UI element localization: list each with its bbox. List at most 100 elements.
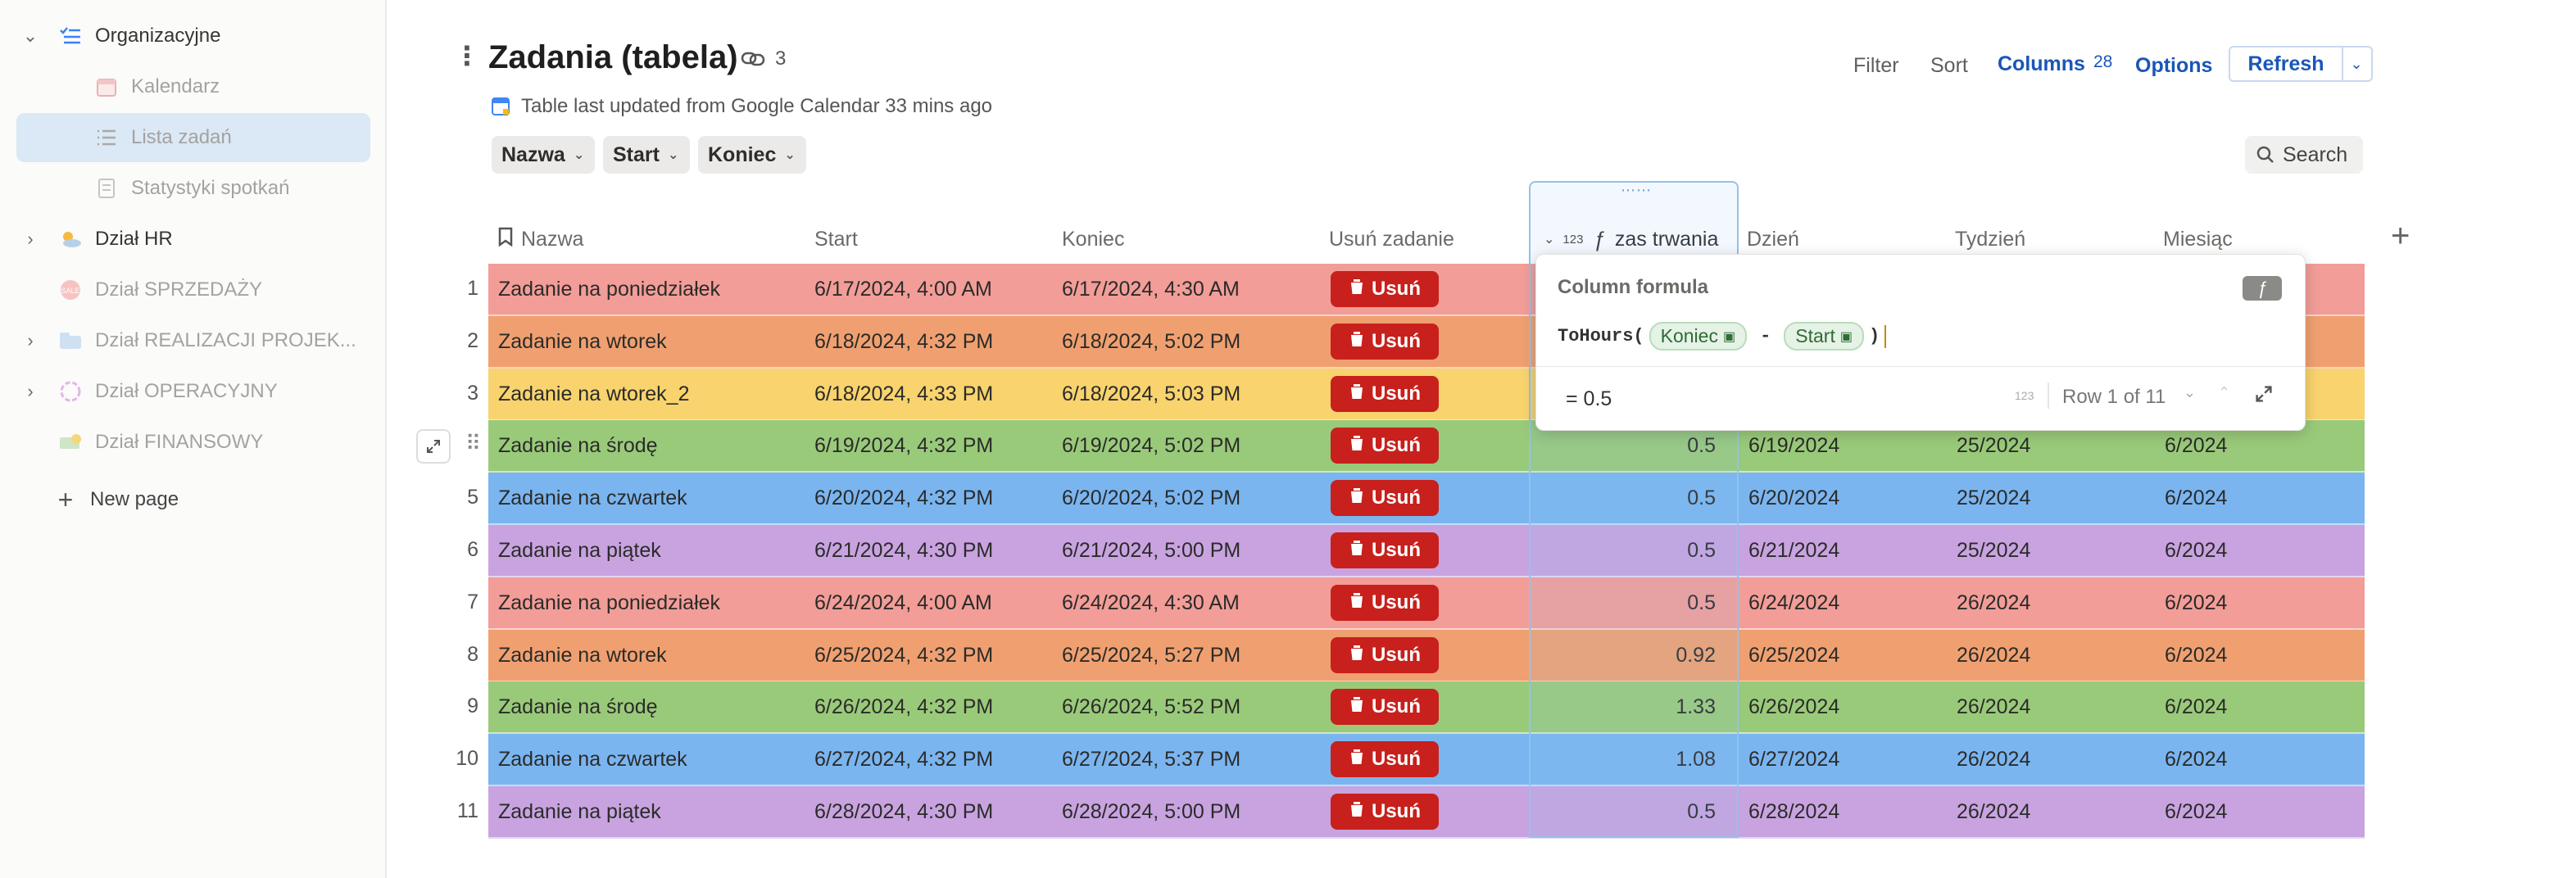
column-header-3[interactable]: Koniec — [1062, 223, 1124, 256]
sidebar-item-8[interactable]: › Dział OPERACYJNY — [16, 367, 370, 416]
column-header-4[interactable]: Usuń zadanie — [1329, 223, 1454, 256]
delete-task-button[interactable]: Usuń — [1331, 428, 1439, 464]
cell-start[interactable]: 6/28/2024, 4:30 PM — [814, 799, 994, 823]
column-header-7[interactable]: Tydzień — [1955, 223, 2025, 256]
filter-chip-start[interactable]: Start ⌄ — [603, 136, 690, 174]
delete-task-button[interactable]: Usuń — [1331, 637, 1439, 673]
chevron-right-icon[interactable]: › — [27, 229, 34, 249]
column-header-5[interactable]: ⌄ 123 ƒ zas trwania — [1544, 223, 1718, 256]
sidebar-item-1[interactable]: ⌄ Organizacyjne — [16, 11, 370, 61]
cell-month[interactable]: 6/2024 — [2165, 591, 2228, 614]
filter-chip-koniec[interactable]: Koniec ⌄ — [698, 136, 806, 174]
cell-week[interactable]: 26/2024 — [1957, 643, 2031, 667]
cell-start[interactable]: 6/20/2024, 4:32 PM — [814, 486, 994, 509]
cell-name[interactable]: Zadanie na wtorek — [498, 643, 667, 667]
cell-end[interactable]: 6/20/2024, 5:02 PM — [1062, 486, 1241, 509]
cell-end[interactable]: 6/21/2024, 5:00 PM — [1062, 538, 1241, 562]
chevron-down-icon[interactable]: ⌄ — [22, 25, 39, 46]
cell-day[interactable]: 6/26/2024 — [1748, 695, 1840, 718]
cell-day[interactable]: 6/21/2024 — [1748, 538, 1840, 562]
cell-week[interactable]: 25/2024 — [1957, 486, 2031, 509]
delete-task-button[interactable]: Usuń — [1331, 689, 1439, 725]
cell-end[interactable]: 6/26/2024, 5:52 PM — [1062, 695, 1241, 718]
column-header-8[interactable]: Miesiąc — [2163, 223, 2233, 256]
cell-week[interactable]: 26/2024 — [1957, 747, 2031, 771]
sidebar-item-3[interactable]: Lista zadań — [16, 113, 370, 162]
delete-task-button[interactable]: Usuń — [1331, 741, 1439, 777]
formula-arg-koniec[interactable]: Koniec ▣ — [1649, 322, 1748, 351]
cell-end[interactable]: 6/18/2024, 5:03 PM — [1062, 382, 1241, 405]
cell-name[interactable]: Zadanie na wtorek_2 — [498, 382, 690, 405]
cell-duration[interactable]: 0.5 — [1687, 538, 1716, 562]
cell-end[interactable]: 6/17/2024, 4:30 AM — [1062, 277, 1240, 301]
cell-day[interactable]: 6/24/2024 — [1748, 591, 1840, 614]
drag-row-handle-icon[interactable]: ⠿ — [465, 431, 482, 455]
cell-month[interactable]: 6/2024 — [2165, 486, 2228, 509]
table-row[interactable]: Zadanie na piątek 6/21/2024, 4:30 PM 6/21/… — [488, 525, 2365, 577]
cell-duration[interactable]: 0.92 — [1676, 643, 1716, 667]
cell-month[interactable]: 6/2024 — [2165, 799, 2228, 823]
add-column-icon[interactable]: + — [2391, 218, 2410, 254]
table-row[interactable]: Zadanie na poniedziałek 6/24/2024, 4:00 A… — [488, 577, 2365, 630]
column-header-2[interactable]: Start — [814, 223, 858, 256]
delete-task-button[interactable]: Usuń — [1331, 532, 1439, 568]
sidebar-item-6[interactable]: SALE Dział SPRZEDAŻY — [16, 265, 370, 315]
expand-row-button[interactable] — [416, 429, 451, 464]
column-header-1[interactable]: Nazwa — [498, 223, 583, 256]
cell-name[interactable]: Zadanie na środę — [498, 695, 658, 718]
delete-task-button[interactable]: Usuń — [1331, 324, 1439, 360]
cell-end[interactable]: 6/19/2024, 5:02 PM — [1062, 433, 1241, 457]
cell-start[interactable]: 6/18/2024, 4:32 PM — [814, 329, 994, 353]
cell-month[interactable]: 6/2024 — [2165, 747, 2228, 771]
filter-chip-nazwa[interactable]: Nazwa ⌄ — [492, 136, 595, 174]
sort-button[interactable]: Sort — [1930, 54, 1968, 77]
sidebar-item-9[interactable]: Dział FINANSOWY — [16, 418, 370, 467]
cell-name[interactable]: Zadanie na wtorek — [498, 329, 667, 353]
cell-name[interactable]: Zadanie na piątek — [498, 799, 661, 823]
cell-duration[interactable]: 0.5 — [1687, 433, 1716, 457]
search-button[interactable]: Search — [2245, 136, 2363, 174]
cell-day[interactable]: 6/25/2024 — [1748, 643, 1840, 667]
refresh-dropdown[interactable]: ⌄ — [2342, 46, 2373, 82]
cell-name[interactable]: Zadanie na środę — [498, 433, 658, 457]
cell-duration[interactable]: 1.08 — [1676, 747, 1716, 771]
cell-duration[interactable]: 0.5 — [1687, 486, 1716, 509]
column-header-6[interactable]: Dzień — [1747, 223, 1799, 256]
refresh-button[interactable]: Refresh — [2229, 46, 2343, 82]
prev-row-icon[interactable]: ⌃ — [2218, 384, 2231, 401]
cell-week[interactable]: 26/2024 — [1957, 695, 2031, 718]
cell-name[interactable]: Zadanie na czwartek — [498, 486, 687, 509]
cell-month[interactable]: 6/2024 — [2165, 538, 2228, 562]
cell-start[interactable]: 6/17/2024, 4:00 AM — [814, 277, 992, 301]
delete-task-button[interactable]: Usuń — [1331, 794, 1439, 830]
formula-editor[interactable]: ToHours( Koniec ▣ - Start ▣ ) — [1558, 322, 1887, 351]
chevron-down-icon[interactable]: ⌄ — [1544, 233, 1555, 247]
drag-handle-icon[interactable]: ⋯⋯ — [1621, 182, 1652, 198]
cell-end[interactable]: 6/25/2024, 5:27 PM — [1062, 643, 1241, 667]
cell-day[interactable]: 6/20/2024 — [1748, 486, 1840, 509]
columns-button[interactable]: Columns 28 — [1998, 52, 2112, 76]
cell-name[interactable]: Zadanie na poniedziałek — [498, 591, 721, 614]
cell-day[interactable]: 6/19/2024 — [1748, 433, 1840, 457]
expand-popup-icon[interactable] — [2254, 384, 2274, 408]
cell-day[interactable]: 6/27/2024 — [1748, 747, 1840, 771]
cell-start[interactable]: 6/24/2024, 4:00 AM — [814, 591, 992, 614]
cell-start[interactable]: 6/21/2024, 4:30 PM — [814, 538, 994, 562]
delete-task-button[interactable]: Usuń — [1331, 585, 1439, 621]
cell-duration[interactable]: 0.5 — [1687, 799, 1716, 823]
sidebar-item-7[interactable]: › Dział REALIZACJI PROJEK... — [16, 316, 370, 365]
cell-month[interactable]: 6/2024 — [2165, 433, 2228, 457]
table-row[interactable]: Zadanie na czwartek 6/27/2024, 4:32 PM 6/2… — [488, 734, 2365, 786]
table-row[interactable]: Zadanie na piątek 6/28/2024, 4:30 PM 6/28/… — [488, 786, 2365, 839]
cell-start[interactable]: 6/27/2024, 4:32 PM — [814, 747, 994, 771]
options-button[interactable]: Options — [2135, 54, 2213, 77]
cell-month[interactable]: 6/2024 — [2165, 695, 2228, 718]
function-icon[interactable]: ƒ — [2243, 276, 2282, 301]
cell-end[interactable]: 6/27/2024, 5:37 PM — [1062, 747, 1241, 771]
more-options-icon[interactable]: ⋮ — [454, 41, 480, 70]
cell-end[interactable]: 6/24/2024, 4:30 AM — [1062, 591, 1240, 614]
sidebar-item-5[interactable]: › Dział HR — [16, 215, 370, 264]
cell-end[interactable]: 6/18/2024, 5:02 PM — [1062, 329, 1241, 353]
new-page-button[interactable]: + New page — [16, 475, 370, 524]
cell-week[interactable]: 25/2024 — [1957, 433, 2031, 457]
